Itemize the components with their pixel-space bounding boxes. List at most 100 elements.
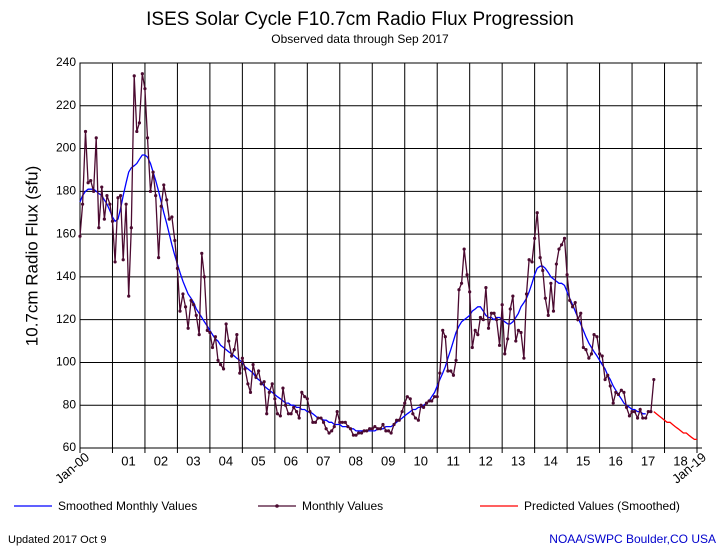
data-point	[278, 414, 282, 418]
data-point	[506, 337, 510, 341]
data-point	[503, 352, 507, 356]
data-point	[243, 367, 247, 371]
data-point	[303, 395, 307, 399]
data-point	[592, 333, 596, 337]
data-point	[254, 375, 258, 380]
data-point	[416, 418, 420, 422]
data-point	[638, 407, 642, 412]
y-tick-label: 140	[56, 269, 76, 283]
data-point	[608, 384, 612, 388]
data-point	[246, 382, 250, 386]
x-tick-label: 12	[478, 453, 492, 468]
data-point	[135, 129, 139, 134]
data-point	[400, 410, 404, 414]
data-point	[403, 401, 407, 405]
data-point	[159, 204, 163, 208]
x-tick-label: 09	[381, 453, 395, 468]
data-point	[327, 431, 331, 435]
data-point	[606, 373, 610, 377]
data-point	[459, 281, 464, 285]
data-point	[297, 416, 301, 420]
data-point	[219, 362, 223, 367]
data-point	[446, 369, 450, 373]
data-point	[178, 309, 182, 313]
data-point	[167, 217, 171, 221]
data-point	[652, 377, 656, 382]
data-point	[311, 420, 315, 424]
data-point	[145, 136, 150, 140]
data-point	[492, 311, 496, 315]
data-point	[162, 183, 166, 187]
x-tick-label: 01	[121, 453, 135, 468]
data-point	[497, 343, 502, 347]
data-point	[173, 238, 177, 243]
data-point	[484, 285, 488, 290]
data-point	[316, 416, 320, 420]
data-point	[495, 318, 499, 322]
data-point	[462, 247, 466, 251]
x-tick-label: 13	[511, 453, 525, 468]
data-point	[619, 388, 623, 392]
data-point	[557, 247, 561, 251]
data-point	[365, 429, 369, 433]
data-point	[584, 348, 588, 352]
x-tick-label: 05	[251, 453, 265, 468]
data-point	[392, 422, 396, 427]
y-tick-label: 60	[63, 440, 77, 454]
data-point	[292, 405, 296, 409]
y-tick-label: 240	[56, 55, 76, 69]
data-point	[522, 356, 526, 360]
data-point	[543, 296, 547, 300]
x-tick-label: 06	[284, 453, 298, 468]
data-point	[427, 399, 431, 403]
data-point	[489, 311, 494, 315]
series-line	[653, 411, 697, 441]
data-point	[411, 412, 415, 416]
data-point	[408, 397, 412, 401]
data-point	[121, 258, 125, 262]
data-point	[205, 328, 209, 332]
data-point	[346, 425, 350, 429]
data-point	[308, 410, 312, 414]
data-point	[137, 121, 142, 125]
data-point	[622, 390, 626, 394]
data-point	[100, 185, 104, 189]
data-point	[102, 217, 106, 221]
data-point	[554, 262, 558, 266]
x-tick-label: 16	[608, 453, 622, 468]
data-point	[273, 397, 277, 401]
y-tick-label: 100	[56, 355, 76, 369]
data-point	[389, 431, 393, 435]
data-point	[597, 352, 602, 356]
data-point	[189, 298, 193, 303]
data-point	[611, 401, 615, 405]
data-point	[435, 395, 439, 399]
x-tick-label: 15	[576, 453, 590, 468]
plot-frame	[79, 62, 698, 449]
data-point	[210, 345, 215, 350]
y-tick-label: 220	[56, 98, 76, 112]
data-point	[321, 420, 326, 424]
data-point	[251, 362, 255, 367]
x-tick-label: 07	[316, 453, 330, 468]
data-point	[530, 260, 534, 264]
data-point	[559, 243, 564, 247]
data-point	[359, 431, 364, 435]
data-point	[600, 354, 604, 358]
data-point	[457, 288, 461, 292]
data-point	[151, 170, 155, 174]
data-point	[286, 412, 291, 416]
data-point	[354, 433, 358, 437]
data-point	[646, 410, 650, 414]
data-point	[289, 412, 293, 416]
data-point	[376, 427, 380, 431]
data-point	[516, 328, 520, 332]
data-point	[476, 333, 480, 337]
data-point	[579, 311, 583, 315]
data-point	[89, 179, 93, 183]
data-point	[627, 414, 632, 418]
data-point	[335, 410, 339, 414]
data-point	[384, 429, 388, 433]
data-point	[113, 260, 117, 264]
